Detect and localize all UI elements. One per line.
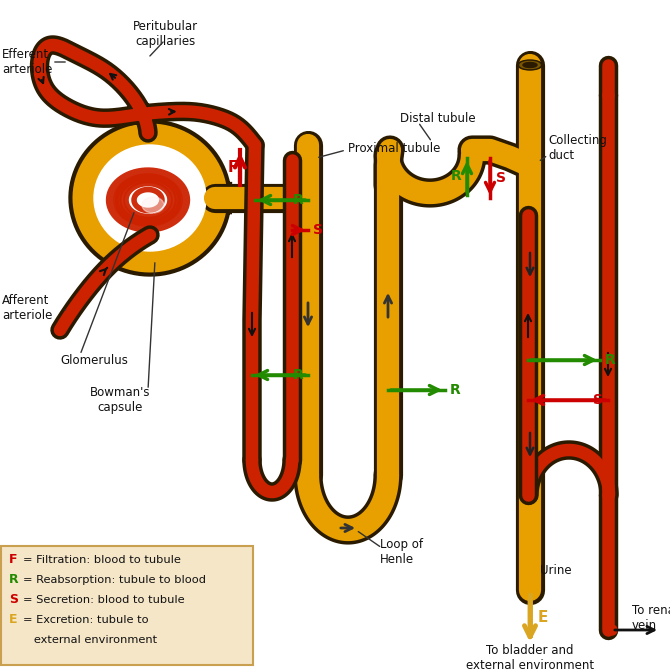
- Text: Urine: Urine: [540, 563, 572, 577]
- Text: S: S: [593, 393, 603, 407]
- Text: R: R: [450, 169, 461, 183]
- Text: R: R: [450, 383, 461, 397]
- Text: S: S: [313, 223, 323, 237]
- Text: Afferent
arteriole: Afferent arteriole: [2, 294, 52, 322]
- Text: Loop of
Henle: Loop of Henle: [380, 538, 423, 566]
- Text: F: F: [9, 553, 17, 566]
- Text: S: S: [496, 171, 506, 185]
- Text: Distal tubule: Distal tubule: [400, 112, 476, 124]
- Ellipse shape: [520, 62, 540, 68]
- Text: R: R: [605, 353, 616, 367]
- Text: = Reabsorption: tubule to blood: = Reabsorption: tubule to blood: [23, 575, 206, 585]
- Text: Efferent
arteriole: Efferent arteriole: [2, 48, 52, 76]
- Ellipse shape: [94, 145, 206, 251]
- Text: Collecting
duct: Collecting duct: [548, 134, 607, 162]
- Text: external environment: external environment: [23, 635, 157, 645]
- Text: E: E: [538, 611, 548, 626]
- Text: R: R: [9, 573, 19, 586]
- Text: = Secretion: blood to tubule: = Secretion: blood to tubule: [23, 595, 185, 605]
- Text: Glomerulus: Glomerulus: [60, 353, 128, 367]
- Text: F: F: [228, 161, 239, 175]
- Text: Proximal tubule: Proximal tubule: [348, 142, 440, 155]
- Circle shape: [607, 625, 617, 635]
- Text: R: R: [292, 193, 303, 207]
- Text: = Filtration: blood to tubule: = Filtration: blood to tubule: [23, 555, 181, 565]
- Text: R: R: [292, 368, 303, 382]
- Text: = Excretion: tubule to: = Excretion: tubule to: [23, 615, 149, 625]
- FancyBboxPatch shape: [1, 546, 253, 665]
- Ellipse shape: [518, 60, 542, 70]
- Ellipse shape: [523, 62, 537, 68]
- Text: Bowman's
capsule: Bowman's capsule: [90, 386, 150, 414]
- Text: To bladder and
external environment: To bladder and external environment: [466, 644, 594, 669]
- Text: To renal
vein: To renal vein: [632, 604, 670, 632]
- Ellipse shape: [142, 197, 164, 213]
- Text: Peritubular
capillaries: Peritubular capillaries: [133, 20, 198, 48]
- Text: E: E: [9, 613, 17, 626]
- Text: S: S: [9, 593, 18, 606]
